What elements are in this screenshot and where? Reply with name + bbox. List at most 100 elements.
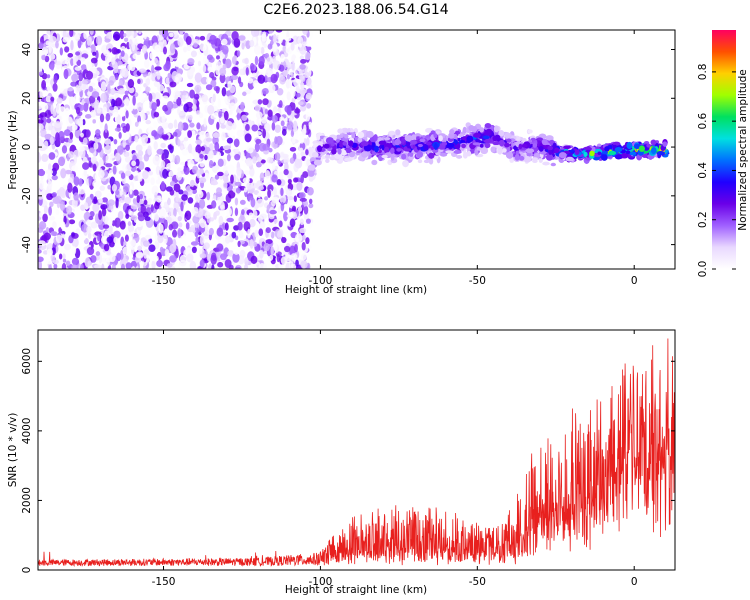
heatmap-cell — [276, 253, 281, 263]
heatmap-cell — [50, 62, 55, 71]
heatmap-cell — [49, 35, 57, 43]
heatmap-cell — [493, 125, 499, 133]
heatmap-cell — [58, 130, 65, 141]
colorbar-ticks: 0.0 0.2 0.4 0.6 0.8 — [697, 64, 736, 277]
heatmap-cell — [264, 53, 270, 58]
figure-title: C2E6.2023.188.06.54.G14 — [263, 2, 448, 18]
heatmap-cell — [124, 97, 130, 106]
heatmap-cell — [191, 130, 196, 137]
heatmap-cell — [300, 58, 307, 64]
heatmap-cell — [136, 102, 144, 112]
heatmap-cell — [151, 260, 156, 269]
spectrogram-x-axis-label: Height of straight line (km) — [285, 284, 427, 296]
heatmap-cell — [144, 59, 150, 69]
heatmap-cell — [268, 30, 274, 34]
heatmap-cell — [289, 218, 296, 228]
heatmap-cell — [114, 152, 121, 162]
heatmap-cell — [662, 141, 668, 147]
heatmap-cell — [233, 138, 240, 148]
heatmap-cell — [269, 209, 277, 215]
heatmap-cell — [137, 245, 143, 252]
heatmap-cell — [111, 263, 116, 269]
heatmap-cell — [88, 175, 92, 186]
heatmap-cell — [253, 241, 258, 247]
heatmap-cell — [176, 171, 183, 181]
heatmap-cell — [135, 144, 143, 152]
heatmap-cell — [41, 153, 49, 163]
y-tick-label: 40 — [21, 43, 33, 56]
heatmap-cell — [614, 154, 623, 160]
heatmap-cell — [620, 153, 629, 159]
heatmap-cell — [261, 30, 269, 33]
heatmap-cell — [181, 148, 189, 156]
heatmap-cell — [244, 57, 249, 65]
heatmap-cell — [78, 146, 85, 152]
heatmap-cell — [401, 153, 407, 160]
heatmap-cell — [41, 102, 49, 112]
heatmap-cell — [142, 100, 150, 111]
heatmap-cell — [206, 54, 213, 61]
heatmap-cell — [219, 201, 225, 210]
heatmap-cell — [232, 252, 240, 263]
heatmap-cell — [74, 33, 80, 40]
heatmap-cell — [39, 89, 43, 99]
heatmap-cell — [55, 103, 61, 114]
heatmap-cell — [545, 153, 554, 161]
heatmap-cell — [195, 236, 199, 244]
heatmap-cell — [277, 159, 281, 166]
heatmap-cell — [207, 66, 213, 72]
heatmap-cell — [60, 188, 67, 199]
heatmap-cell — [525, 148, 535, 154]
heatmap-cell — [449, 129, 455, 135]
heatmap-cell — [38, 131, 41, 137]
heatmap-cell — [96, 107, 102, 114]
heatmap-cell — [90, 255, 97, 263]
heatmap-cell — [86, 225, 92, 234]
heatmap-cell — [234, 207, 239, 217]
heatmap-cell — [291, 136, 296, 145]
heatmap-cell — [344, 134, 349, 139]
heatmap-cell — [260, 46, 265, 55]
y-tick-label: -40 — [21, 236, 33, 253]
heatmap-cell — [195, 144, 202, 154]
heatmap-cell — [268, 84, 276, 94]
heatmap-cell — [129, 63, 136, 72]
heatmap-cell — [133, 189, 139, 196]
heatmap-cell — [187, 143, 193, 154]
heatmap-cell — [220, 253, 227, 261]
heatmap-cell — [147, 71, 152, 81]
heatmap-cell — [305, 149, 309, 156]
heatmap-cell — [286, 121, 294, 130]
heatmap-cell — [137, 214, 145, 222]
heatmap-cell — [177, 138, 181, 147]
heatmap-cell — [128, 86, 135, 94]
heatmap-cell — [272, 33, 277, 44]
heatmap-cell — [46, 193, 54, 201]
heatmap-cell — [390, 147, 395, 155]
heatmap-cell — [113, 236, 118, 244]
heatmap-cell — [210, 254, 217, 265]
heatmap-cell — [97, 170, 105, 179]
heatmap-cell — [55, 209, 60, 215]
heatmap-cell — [169, 189, 175, 196]
heatmap-cell — [479, 127, 485, 133]
heatmap-cell — [53, 263, 58, 269]
spectrogram-x-ticks: -150 -100 -50 0 — [152, 30, 638, 287]
heatmap-cell — [172, 229, 178, 238]
heatmap-cell — [565, 156, 574, 162]
heatmap-cell — [105, 113, 111, 122]
heatmap-cell — [283, 52, 289, 58]
heatmap-cell — [91, 91, 100, 98]
heatmap-cell — [141, 44, 148, 54]
heatmap-cell — [390, 153, 395, 161]
heatmap-cell — [194, 231, 199, 238]
heatmap-cell — [547, 145, 553, 151]
heatmap-cell — [504, 132, 511, 139]
heatmap-cell — [151, 130, 157, 138]
heatmap-cell — [290, 73, 295, 78]
heatmap-cell — [154, 92, 161, 102]
heatmap-cell — [396, 147, 402, 152]
heatmap-cell — [501, 148, 507, 153]
heatmap-cell — [462, 126, 467, 134]
heatmap-cell — [245, 67, 249, 76]
